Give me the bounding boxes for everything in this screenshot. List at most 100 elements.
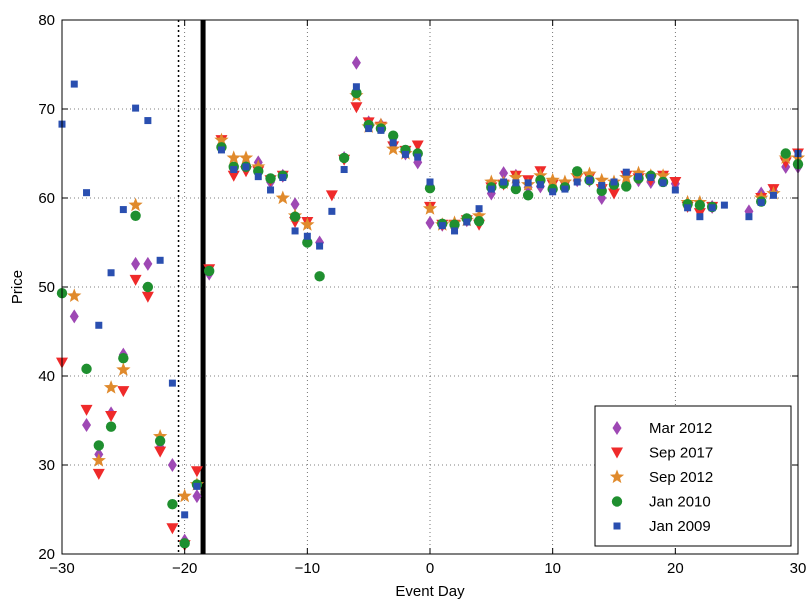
data-point [300, 217, 315, 231]
data-point [70, 80, 78, 88]
data-point [696, 213, 704, 221]
data-point [582, 166, 597, 180]
data-point [769, 191, 777, 199]
legend-marker [611, 496, 623, 507]
data-point [352, 83, 360, 91]
y-tick-label: 40 [38, 368, 55, 385]
data-point [119, 206, 127, 214]
data-point [290, 197, 300, 212]
data-point [289, 211, 301, 222]
data-point [463, 218, 471, 226]
x-tick-label: 20 [667, 560, 684, 577]
data-point [500, 178, 508, 186]
x-tick-label: −10 [295, 560, 320, 577]
data-point [190, 466, 203, 478]
data-point [508, 170, 523, 184]
data-point [487, 185, 495, 193]
data-point [128, 197, 143, 212]
data-point [545, 172, 560, 187]
data-point [389, 139, 397, 147]
data-point [451, 227, 459, 235]
data-point [475, 205, 483, 213]
data-point [80, 404, 93, 416]
data-point [619, 170, 634, 184]
data-point [69, 309, 79, 324]
legend-marker [611, 447, 623, 459]
data-point [377, 126, 385, 134]
data-point [193, 482, 201, 490]
data-point [143, 256, 153, 271]
y-tick-label: 80 [38, 12, 55, 29]
data-point [386, 141, 401, 156]
data-point [91, 453, 106, 467]
data-point [610, 178, 618, 186]
data-point [499, 166, 509, 181]
data-point [67, 288, 82, 302]
data-point [708, 204, 716, 212]
data-point [105, 421, 117, 432]
data-point [81, 363, 92, 375]
data-point [585, 176, 593, 184]
data-point [425, 215, 435, 230]
data-point [671, 186, 679, 194]
data-point [179, 538, 190, 549]
data-point [780, 148, 791, 159]
data-point [328, 207, 336, 215]
data-point [116, 362, 131, 376]
data-point [107, 269, 115, 277]
data-point [142, 281, 154, 293]
data-point [217, 146, 225, 154]
data-point [117, 386, 130, 398]
data-point [95, 321, 103, 329]
data-point [351, 87, 362, 99]
legend-marker [609, 469, 625, 484]
data-point [316, 242, 324, 250]
data-point [83, 189, 91, 197]
data-point [131, 256, 141, 271]
data-point [302, 237, 313, 248]
legend-marker [612, 421, 622, 435]
data-point [631, 165, 646, 180]
data-point [154, 435, 166, 447]
data-point [230, 166, 238, 174]
data-point [156, 256, 164, 264]
data-point [254, 173, 262, 181]
data-point [557, 174, 573, 188]
data-point [473, 215, 485, 227]
data-point [192, 489, 202, 504]
y-tick-label: 30 [38, 457, 55, 474]
data-point [365, 125, 373, 133]
data-point [524, 179, 532, 187]
y-tick-label: 50 [38, 279, 55, 296]
data-point [549, 188, 557, 196]
data-point [401, 150, 409, 158]
legend-label: Mar 2012 [649, 420, 712, 437]
data-point [242, 163, 250, 171]
x-tick-label: 30 [790, 560, 807, 577]
data-point [684, 204, 692, 212]
data-point [279, 174, 287, 182]
data-point [622, 168, 630, 176]
data-point [265, 173, 276, 184]
data-point [141, 291, 154, 303]
data-point [214, 132, 229, 147]
data-point [93, 440, 105, 451]
data-point [449, 219, 460, 230]
y-tick-label: 20 [38, 546, 55, 563]
data-point [314, 271, 325, 282]
data-point [144, 117, 152, 125]
data-point [414, 153, 422, 161]
data-markers [56, 55, 806, 552]
data-point [303, 232, 311, 240]
data-point [291, 227, 299, 235]
data-point [204, 265, 215, 277]
data-point [338, 152, 350, 164]
legend-box [594, 405, 792, 547]
legend-marker [613, 522, 621, 530]
axis-ticks: −30 −20 −10 0 10 20 30 20 30 40 50 60 70 80 [38, 12, 806, 577]
data-point [351, 55, 361, 70]
data-point [168, 379, 176, 387]
x-tick-label: −20 [172, 560, 197, 577]
data-point [238, 150, 254, 164]
